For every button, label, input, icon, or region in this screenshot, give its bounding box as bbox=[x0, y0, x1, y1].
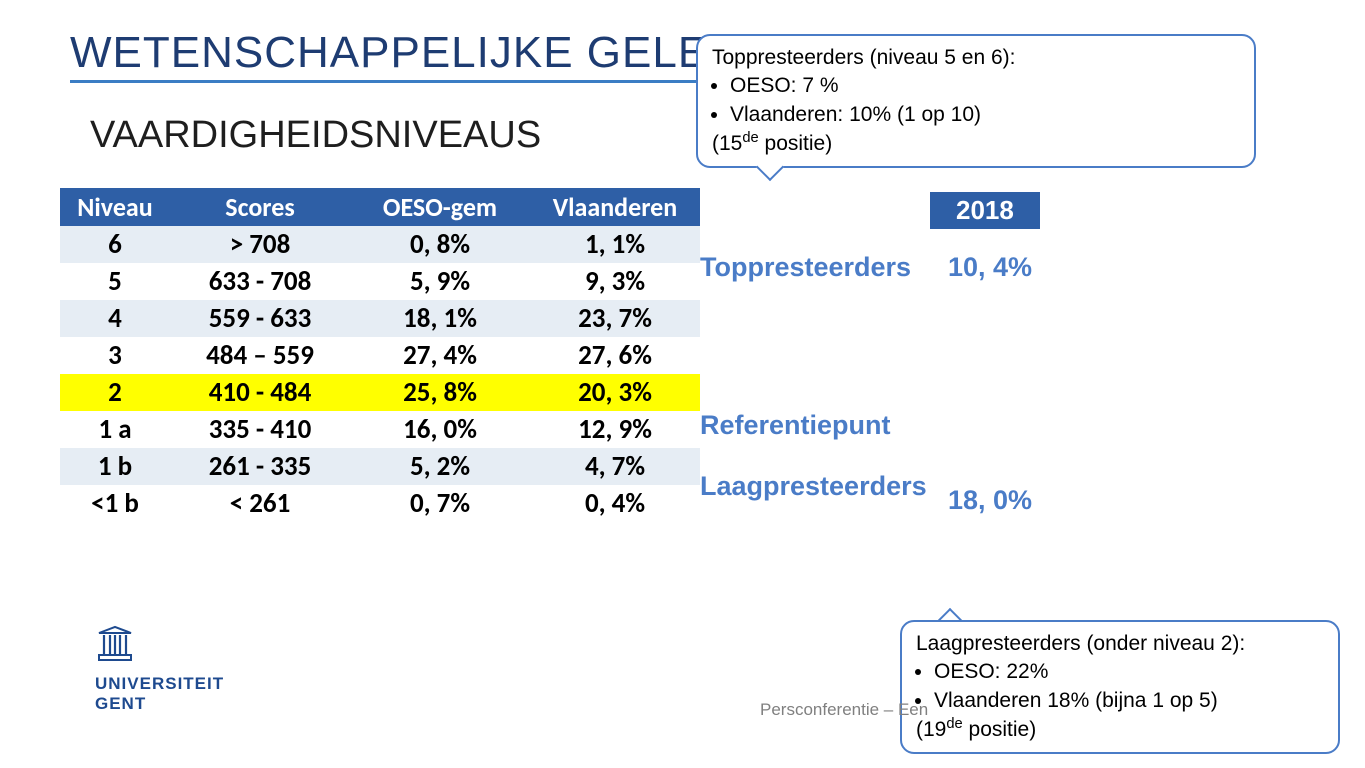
callout-bottom-suffix-sup: de bbox=[946, 716, 962, 732]
callout-bottom: Laagpresteerders (onder niveau 2): OESO:… bbox=[900, 620, 1340, 754]
table-cell: 484 – 559 bbox=[170, 337, 350, 374]
laagpresteerders-value: 18, 0% bbox=[948, 485, 1032, 516]
year-badge: 2018 bbox=[930, 192, 1040, 229]
table-cell: 0, 8% bbox=[350, 226, 530, 263]
callout-top-bullet2: Vlaanderen: 10% (1 op 10) bbox=[730, 101, 1240, 129]
callout-bottom-suffix-pre: (19 bbox=[916, 718, 946, 741]
table-header-niveau: Niveau bbox=[60, 188, 170, 226]
university-logo: UNIVERSITEIT GENT bbox=[95, 625, 245, 715]
table-header-vlaanderen: Vlaanderen bbox=[530, 188, 700, 226]
toppresteerders-value: 10, 4% bbox=[948, 252, 1032, 283]
table-cell: 335 - 410 bbox=[170, 411, 350, 448]
callout-bottom-title: Laagpresteerders (onder niveau 2): bbox=[916, 630, 1324, 658]
table-row: <1 b< 2610, 7%0, 4% bbox=[60, 485, 700, 522]
table-row: 5633 - 7085, 9%9, 3% bbox=[60, 263, 700, 300]
temple-icon bbox=[95, 625, 135, 663]
callout-bottom-suffix-post: positie) bbox=[963, 718, 1037, 741]
referentiepunt-label: Referentiepunt bbox=[700, 410, 891, 441]
callout-top-suffix: (15de positie) bbox=[712, 132, 832, 155]
table-header-oeso: OESO-gem bbox=[350, 188, 530, 226]
table-row: 1 a335 - 41016, 0%12, 9% bbox=[60, 411, 700, 448]
table-cell: 5, 2% bbox=[350, 448, 530, 485]
table-cell: 0, 7% bbox=[350, 485, 530, 522]
table-cell: 9, 3% bbox=[530, 263, 700, 300]
table-cell: 4 bbox=[60, 300, 170, 337]
callout-bottom-bullet2: Vlaanderen 18% (bijna 1 op 5) bbox=[934, 687, 1324, 715]
toppresteerders-label: Toppresteerders bbox=[700, 252, 911, 283]
table-cell: 16, 0% bbox=[350, 411, 530, 448]
table-cell: 2 bbox=[60, 374, 170, 411]
callout-top-suffix-sup: de bbox=[742, 130, 758, 146]
table-cell: 1 b bbox=[60, 448, 170, 485]
table-cell: 25, 8% bbox=[350, 374, 530, 411]
table-cell: < 261 bbox=[170, 485, 350, 522]
table-cell: <1 b bbox=[60, 485, 170, 522]
table-cell: 410 - 484 bbox=[170, 374, 350, 411]
table-cell: > 708 bbox=[170, 226, 350, 263]
table-cell: 27, 4% bbox=[350, 337, 530, 374]
table-cell: 6 bbox=[60, 226, 170, 263]
table-cell: 5 bbox=[60, 263, 170, 300]
table-cell: 633 - 708 bbox=[170, 263, 350, 300]
callout-top-title: Toppresteerders (niveau 5 en 6): bbox=[712, 44, 1240, 72]
table-row: 2410 - 48425, 8%20, 3% bbox=[60, 374, 700, 411]
table-cell: 261 - 335 bbox=[170, 448, 350, 485]
footer-note: Persconferentie – Een bbox=[760, 700, 928, 720]
table-cell: 5, 9% bbox=[350, 263, 530, 300]
table-cell: 1, 1% bbox=[530, 226, 700, 263]
table-row: 3484 – 55927, 4%27, 6% bbox=[60, 337, 700, 374]
table-cell: 559 - 633 bbox=[170, 300, 350, 337]
table-row: 6> 7080, 8%1, 1% bbox=[60, 226, 700, 263]
table-cell: 12, 9% bbox=[530, 411, 700, 448]
callout-top-suffix-pre: (15 bbox=[712, 132, 742, 155]
table-cell: 27, 6% bbox=[530, 337, 700, 374]
page-subtitle: VAARDIGHEIDSNIVEAUS bbox=[90, 114, 541, 157]
callout-bottom-bullet1: OESO: 22% bbox=[934, 658, 1324, 686]
logo-line1: UNIVERSITEIT bbox=[95, 674, 245, 694]
table-row: 1 b261 - 3355, 2%4, 7% bbox=[60, 448, 700, 485]
callout-top-bullet1: OESO: 7 % bbox=[730, 72, 1240, 100]
table-header-scores: Scores bbox=[170, 188, 350, 226]
table-cell: 4, 7% bbox=[530, 448, 700, 485]
table-cell: 1 a bbox=[60, 411, 170, 448]
logo-line2: GENT bbox=[95, 694, 245, 714]
levels-table: Niveau Scores OESO-gem Vlaanderen 6> 708… bbox=[60, 188, 700, 522]
callout-top: Toppresteerders (niveau 5 en 6): OESO: 7… bbox=[696, 34, 1256, 168]
laagpresteerders-label: Laagpresteerders bbox=[700, 470, 920, 502]
table-cell: 3 bbox=[60, 337, 170, 374]
table-cell: 18, 1% bbox=[350, 300, 530, 337]
table-cell: 0, 4% bbox=[530, 485, 700, 522]
table-cell: 20, 3% bbox=[530, 374, 700, 411]
callout-bottom-suffix: (19de positie) bbox=[916, 718, 1036, 741]
table-row: 4559 - 63318, 1%23, 7% bbox=[60, 300, 700, 337]
table-header-row: Niveau Scores OESO-gem Vlaanderen bbox=[60, 188, 700, 226]
table-cell: 23, 7% bbox=[530, 300, 700, 337]
